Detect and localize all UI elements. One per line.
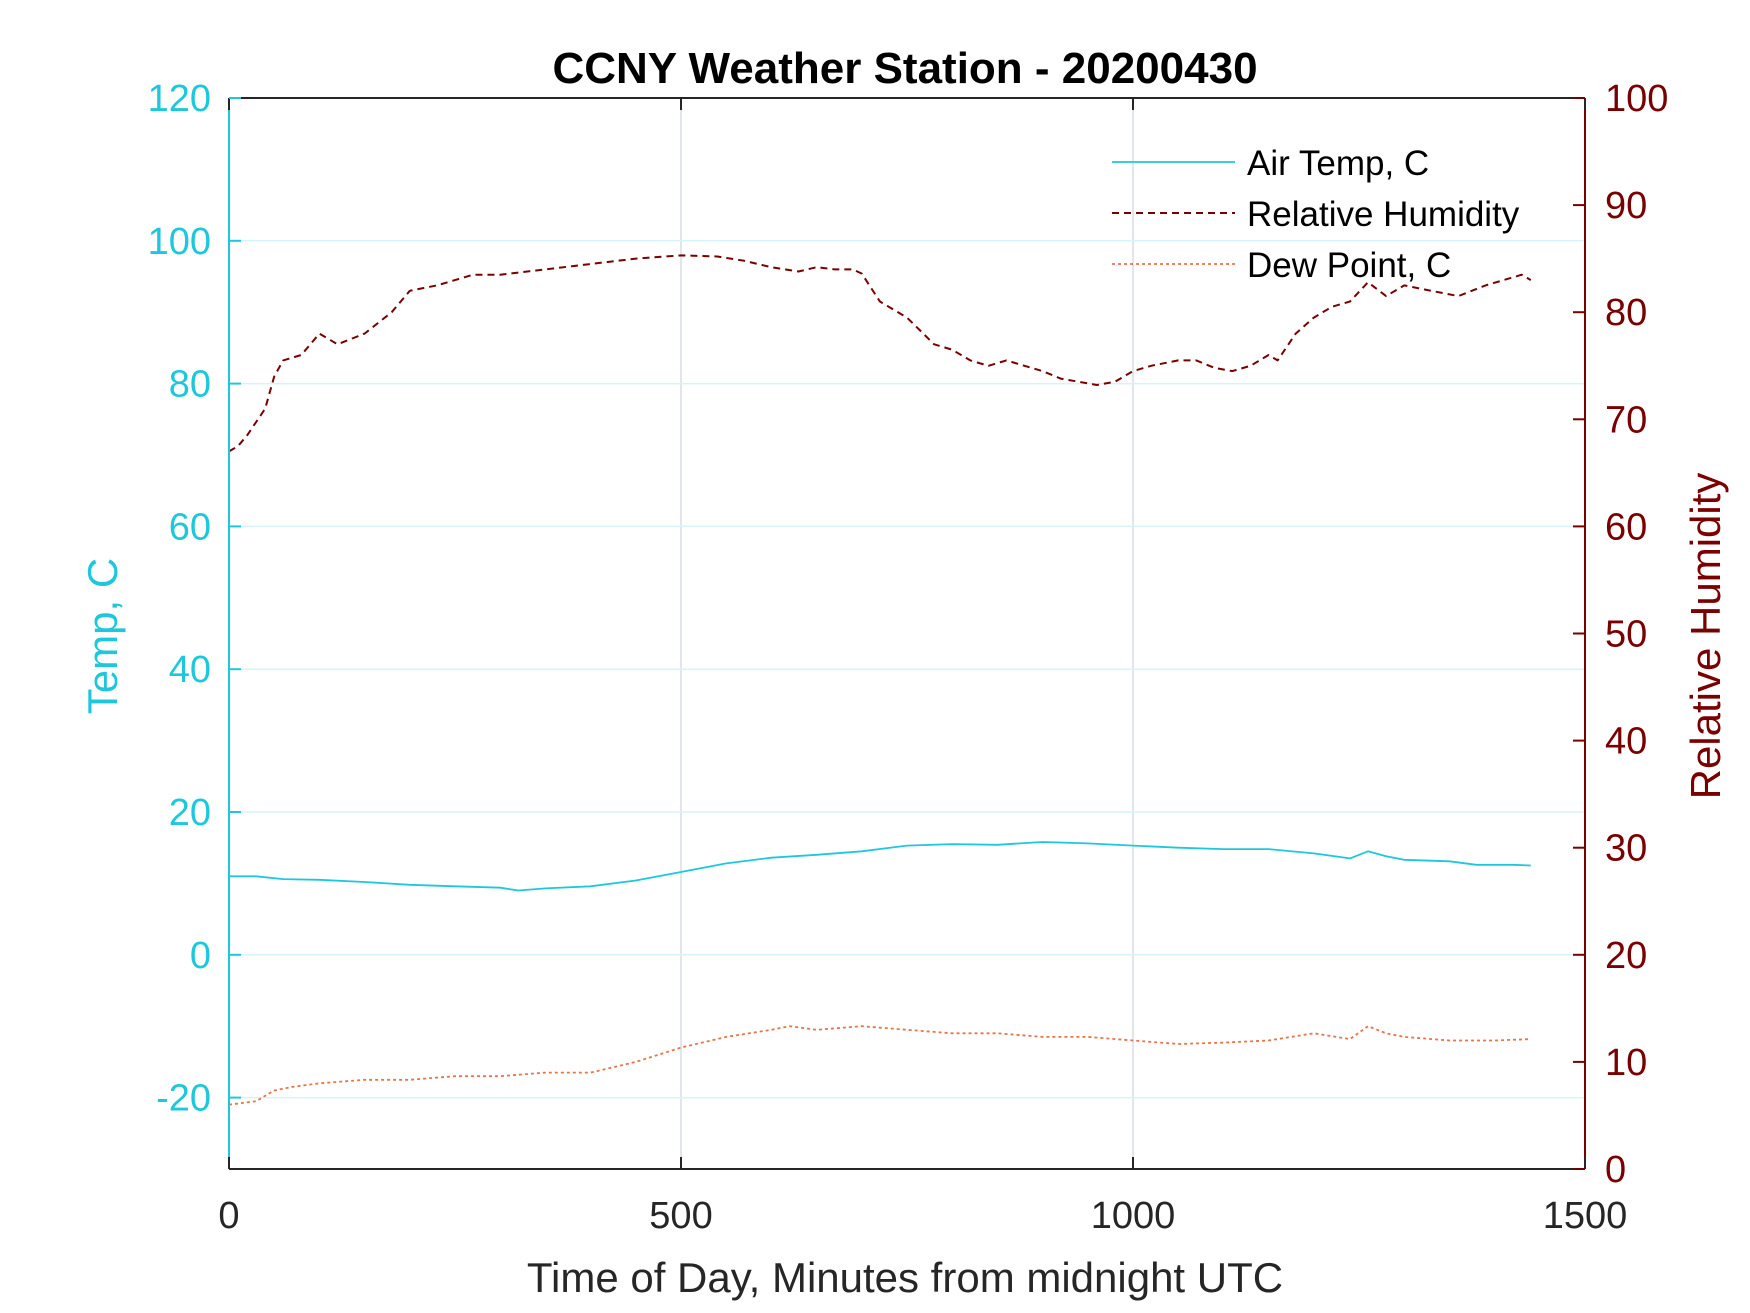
y-right-tick-label: 80: [1605, 292, 1647, 334]
y-right-tick-label: 90: [1605, 185, 1647, 227]
legend: Air Temp, C Relative Humidity Dew Point,…: [1112, 144, 1520, 285]
y-axis-left-label: Temp, C: [79, 558, 126, 714]
grid: [229, 98, 1585, 1169]
y-left-tick-label: 80: [169, 364, 211, 406]
y-left-tick-label: 0: [190, 935, 211, 977]
y-right-tick-label: 70: [1605, 399, 1647, 441]
y-left-tick-label: 40: [169, 649, 211, 691]
y-left-tick-label: 60: [169, 506, 211, 548]
y-right-tick-label: 30: [1605, 828, 1647, 870]
x-axis-label: Time of Day, Minutes from midnight UTC: [527, 1254, 1283, 1301]
series-dew-point: [228, 1025, 1531, 1106]
ticks: 0 500 1000 1500 -20 0 20 40 60 80 100 120 0 10 20 30 40 5…: [148, 78, 1669, 1237]
x-tick-label: 1000: [1091, 1195, 1176, 1237]
legend-label-air-temp: Air Temp, C: [1247, 144, 1429, 183]
series-relative-humidity: [228, 254, 1532, 453]
plot-lines: [228, 254, 1532, 1106]
y-right-tick-label: 50: [1605, 614, 1647, 656]
y-left-tick-label: 120: [148, 78, 211, 120]
y-right-tick-label: 0: [1605, 1149, 1626, 1191]
y-right-tick-label: 60: [1605, 506, 1647, 548]
y-left-tick-label: -20: [156, 1078, 211, 1120]
x-tick-label: 500: [649, 1195, 712, 1237]
series-air-temp: [229, 841, 1531, 892]
y-left-tick-label: 20: [169, 792, 211, 834]
y-right-tick-label: 100: [1605, 78, 1668, 120]
x-tick-label: 1500: [1543, 1195, 1628, 1237]
y-right-tick-label: 40: [1605, 721, 1647, 763]
chart-title: CCNY Weather Station - 20200430: [552, 44, 1257, 93]
y-left-tick-label: 100: [148, 221, 211, 263]
y-axis-right-label: Relative Humidity: [1682, 473, 1729, 800]
y-right-tick-label: 10: [1605, 1042, 1647, 1084]
legend-label-dew-point: Dew Point, C: [1247, 246, 1451, 285]
legend-label-humidity: Relative Humidity: [1247, 195, 1520, 234]
axes: [228, 97, 1586, 1170]
y-right-tick-label: 20: [1605, 935, 1647, 977]
x-tick-label: 0: [218, 1195, 239, 1237]
